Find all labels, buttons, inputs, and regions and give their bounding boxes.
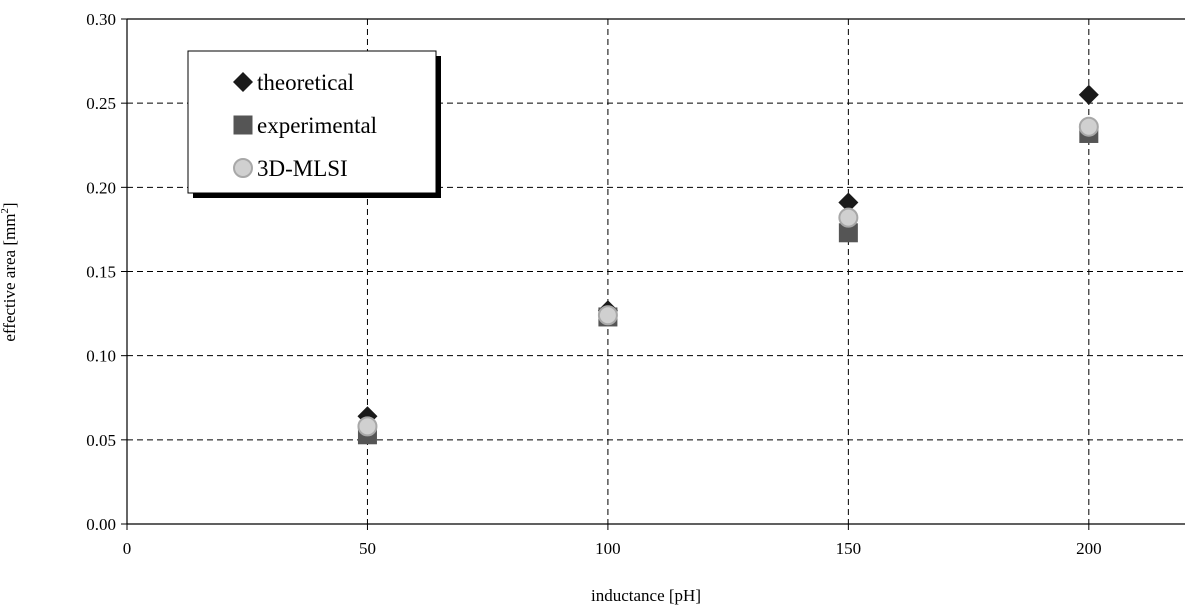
data-point-diamond	[1078, 84, 1099, 105]
x-tick-label: 0	[123, 539, 132, 558]
legend-item: 3D-MLSI	[233, 156, 348, 181]
x-axis-title: inductance [pH]	[591, 586, 701, 605]
y-tick-label: 0.30	[86, 10, 116, 29]
y-tick-label: 0.15	[86, 263, 116, 282]
legend-item: experimental	[233, 113, 377, 138]
legend-marker-diamond	[233, 72, 253, 92]
y-tick-label: 0.10	[86, 347, 116, 366]
y-axis-title: effective area [mm2]	[0, 202, 19, 341]
x-tick-label: 150	[836, 539, 862, 558]
legend-label: theoretical	[257, 70, 354, 95]
legend-marker-circle	[233, 158, 253, 178]
y-tick-label: 0.05	[86, 431, 116, 450]
legend-item: theoretical	[233, 70, 354, 95]
series-square	[357, 123, 1099, 445]
y-tick-label: 0.00	[86, 515, 116, 534]
data-marks	[357, 84, 1099, 445]
y-tick-label: 0.20	[86, 178, 116, 197]
data-point-circle	[597, 305, 618, 326]
y-axis-title-main: effective area [mm	[0, 214, 19, 342]
data-point-diamond	[838, 192, 859, 213]
legend-box	[187, 50, 437, 194]
x-tick-label: 200	[1076, 539, 1102, 558]
series-diamond	[357, 84, 1099, 427]
data-point-circle	[357, 416, 378, 437]
y-axis-title-superscript: 2	[0, 208, 11, 214]
data-point-circle	[838, 207, 859, 228]
data-point-circle	[1078, 116, 1099, 137]
y-axis-title-suffix: ]	[0, 202, 19, 208]
axes	[121, 18, 1185, 530]
legend-label: experimental	[257, 113, 377, 138]
data-point-square	[838, 223, 858, 243]
x-tick-label: 50	[359, 539, 376, 558]
legend-label: 3D-MLSI	[257, 156, 348, 181]
y-tick-label: 0.25	[86, 94, 116, 113]
legend-items: theoretical experimental 3D-MLSI	[233, 70, 377, 181]
tick-labels: 0.00 0.05 0.10 0.15 0.20 0.25 0.30 0 50 100 150 200	[86, 10, 1101, 558]
x-tick-label: 100	[595, 539, 621, 558]
series-circle	[357, 116, 1099, 437]
legend-marker-square	[233, 115, 253, 135]
legend: theoretical experimental 3D-MLSI	[187, 50, 441, 198]
